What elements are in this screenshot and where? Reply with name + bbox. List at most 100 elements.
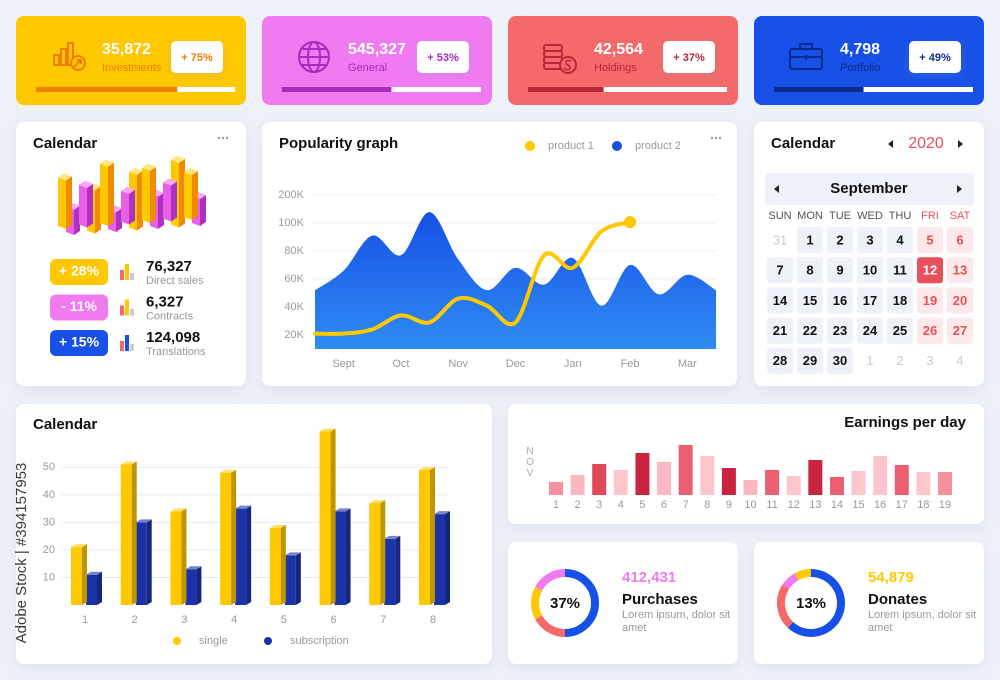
bar: [829, 477, 844, 495]
day: 22: [803, 323, 817, 338]
day: 5: [926, 232, 933, 247]
donut-segment: [564, 569, 599, 637]
legend-label: product 1: [548, 140, 594, 152]
bar-front: [369, 503, 381, 605]
prev-year: [888, 140, 893, 148]
kpi-change: + 49%: [919, 52, 951, 64]
x-tick-label: 11: [766, 499, 777, 511]
bar-3d: [369, 500, 386, 605]
bar-3d: [434, 511, 450, 605]
day: 12: [923, 263, 937, 278]
donut-title: Donates: [868, 591, 927, 608]
change-label: + 15%: [59, 334, 100, 350]
menu-dot: [221, 136, 225, 140]
bar-top: [86, 571, 102, 575]
bar: [873, 456, 888, 495]
y-tick-label: 20K: [284, 329, 304, 341]
weekday: MON: [797, 210, 823, 222]
day: 20: [953, 293, 967, 308]
iso-bar: [58, 173, 72, 181]
y-tick-label: 80K: [284, 245, 304, 257]
x-tick-label: Feb: [621, 358, 640, 370]
kpi-value: 545,327: [348, 41, 406, 58]
bar: [765, 470, 780, 495]
day-cell: [827, 287, 853, 314]
day: 28: [773, 353, 787, 368]
day-cell: [797, 287, 823, 314]
iso-bar: [79, 180, 93, 188]
donut-segment: [535, 569, 566, 591]
day-cell: [917, 287, 943, 314]
menu-dot: [710, 136, 714, 140]
weekday: WED: [857, 210, 883, 222]
iso-bar: [108, 162, 114, 226]
mini-bar: [120, 341, 124, 351]
donut-text-box: Lorem ipsum, dolor sit amet: [622, 609, 730, 634]
legend-swatch: [173, 637, 181, 645]
stat-value: 124,098: [146, 329, 200, 346]
bar-side: [430, 467, 435, 605]
iso-bar: [171, 155, 185, 163]
bar-3d: [135, 519, 152, 605]
bar-side: [380, 500, 386, 605]
x-tick-label: 16: [874, 499, 886, 511]
day-cell: [797, 347, 823, 374]
y-tick-label: 40: [43, 489, 55, 501]
bar: [721, 468, 736, 495]
x-tick-label: 10: [744, 499, 756, 511]
bar: [570, 475, 585, 495]
stat-label: Direct sales: [146, 275, 204, 287]
bar-top: [369, 500, 386, 504]
kpi-label: Holdings: [594, 62, 637, 74]
x-tick-label: Dec: [506, 358, 526, 370]
day: 2: [836, 232, 843, 247]
day-cell: [767, 347, 793, 374]
bar-top: [384, 535, 401, 539]
stat-label: Contracts: [146, 310, 194, 322]
day-cell: [857, 287, 883, 314]
legend-swatch: [264, 637, 272, 645]
bar-3d: [419, 467, 435, 605]
day: 3: [866, 232, 873, 247]
mini-bars: [120, 299, 134, 316]
day: 4: [896, 232, 904, 247]
menu-dot: [718, 136, 722, 140]
day-cell: [917, 257, 943, 284]
menu-dot: [217, 136, 221, 140]
day: 26: [923, 323, 937, 338]
kpi-icon: [789, 43, 823, 70]
bar: [916, 472, 931, 495]
x-tick-label: Jan: [564, 358, 582, 370]
x-tick-label: Sept: [332, 358, 355, 370]
day: 23: [833, 323, 847, 338]
x-tick-label: 1: [553, 499, 559, 511]
day-cell: [947, 287, 973, 314]
bar-3d: [284, 552, 301, 605]
bar-front: [434, 514, 445, 605]
bar-top: [120, 461, 137, 465]
bar-3d: [71, 544, 87, 605]
day: 4: [956, 353, 963, 368]
panel-title: Calendar: [33, 416, 97, 433]
progress-fill: [774, 87, 864, 92]
mini-bars: [120, 335, 134, 351]
iso-decoration: [58, 155, 206, 235]
bar-side: [131, 461, 137, 605]
kpi-label: Portfolio: [840, 62, 880, 74]
kpi-value: 4,798: [840, 41, 880, 58]
kpi-badge: [909, 41, 961, 73]
bar-3d: [334, 508, 351, 605]
bar-front: [284, 555, 296, 605]
x-tick-label: 4: [231, 614, 237, 626]
iso-bar: [142, 167, 150, 223]
day: 27: [953, 323, 967, 338]
bar-side: [280, 524, 286, 605]
kpi-change: + 75%: [181, 52, 213, 64]
x-tick-label: 5: [639, 499, 645, 511]
line: [313, 220, 633, 336]
x-tick-label: 4: [618, 499, 624, 511]
donut-value: 54,879: [868, 569, 914, 586]
iso-bar: [142, 163, 156, 171]
change-badge: [50, 259, 108, 285]
bar-front: [120, 464, 132, 605]
